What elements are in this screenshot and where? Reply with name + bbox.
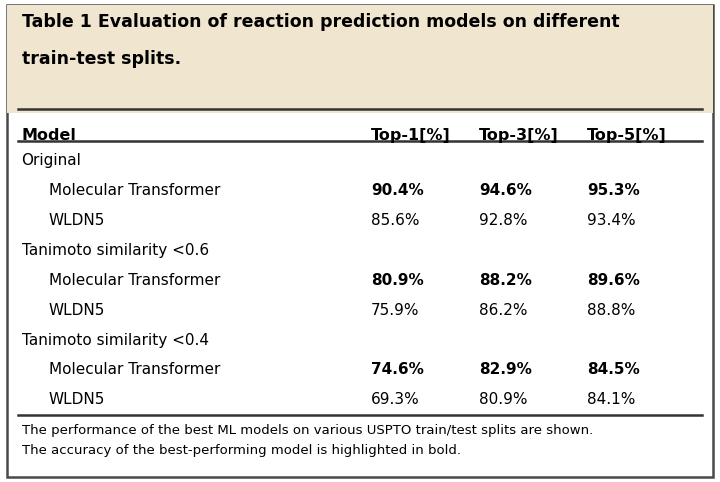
Text: The performance of the best ML models on various USPTO train/test splits are sho: The performance of the best ML models on… — [22, 424, 593, 437]
Text: 84.5%: 84.5% — [587, 362, 639, 377]
Text: 89.6%: 89.6% — [587, 273, 639, 288]
Text: 88.2%: 88.2% — [479, 273, 531, 288]
Text: Molecular Transformer: Molecular Transformer — [49, 183, 220, 198]
Text: 93.4%: 93.4% — [587, 213, 636, 228]
Text: Top-1[%]: Top-1[%] — [371, 128, 451, 143]
Text: 80.9%: 80.9% — [479, 392, 527, 407]
Text: Original: Original — [22, 153, 81, 168]
Text: 84.1%: 84.1% — [587, 392, 635, 407]
Text: 74.6%: 74.6% — [371, 362, 423, 377]
Text: 94.6%: 94.6% — [479, 183, 531, 198]
Text: Tanimoto similarity <0.6: Tanimoto similarity <0.6 — [22, 243, 209, 258]
Text: WLDN5: WLDN5 — [49, 303, 105, 318]
Text: Tanimoto similarity <0.4: Tanimoto similarity <0.4 — [22, 333, 209, 348]
Text: 95.3%: 95.3% — [587, 183, 639, 198]
Text: WLDN5: WLDN5 — [49, 213, 105, 228]
FancyBboxPatch shape — [7, 5, 713, 113]
Text: train-test splits.: train-test splits. — [22, 50, 181, 67]
Text: 88.8%: 88.8% — [587, 303, 635, 318]
FancyBboxPatch shape — [7, 5, 713, 477]
Text: Table 1 Evaluation of reaction prediction models on different: Table 1 Evaluation of reaction predictio… — [22, 13, 619, 31]
Text: WLDN5: WLDN5 — [49, 392, 105, 407]
Text: The accuracy of the best-performing model is highlighted in bold.: The accuracy of the best-performing mode… — [22, 444, 461, 457]
Text: Molecular Transformer: Molecular Transformer — [49, 273, 220, 288]
Text: 90.4%: 90.4% — [371, 183, 423, 198]
Text: 85.6%: 85.6% — [371, 213, 419, 228]
Text: 86.2%: 86.2% — [479, 303, 527, 318]
Text: 80.9%: 80.9% — [371, 273, 423, 288]
Text: 75.9%: 75.9% — [371, 303, 419, 318]
Text: 69.3%: 69.3% — [371, 392, 420, 407]
Text: Top-5[%]: Top-5[%] — [587, 128, 667, 143]
Text: Molecular Transformer: Molecular Transformer — [49, 362, 220, 377]
Text: Top-3[%]: Top-3[%] — [479, 128, 559, 143]
Text: Model: Model — [22, 128, 76, 143]
Text: 82.9%: 82.9% — [479, 362, 531, 377]
Text: 92.8%: 92.8% — [479, 213, 527, 228]
